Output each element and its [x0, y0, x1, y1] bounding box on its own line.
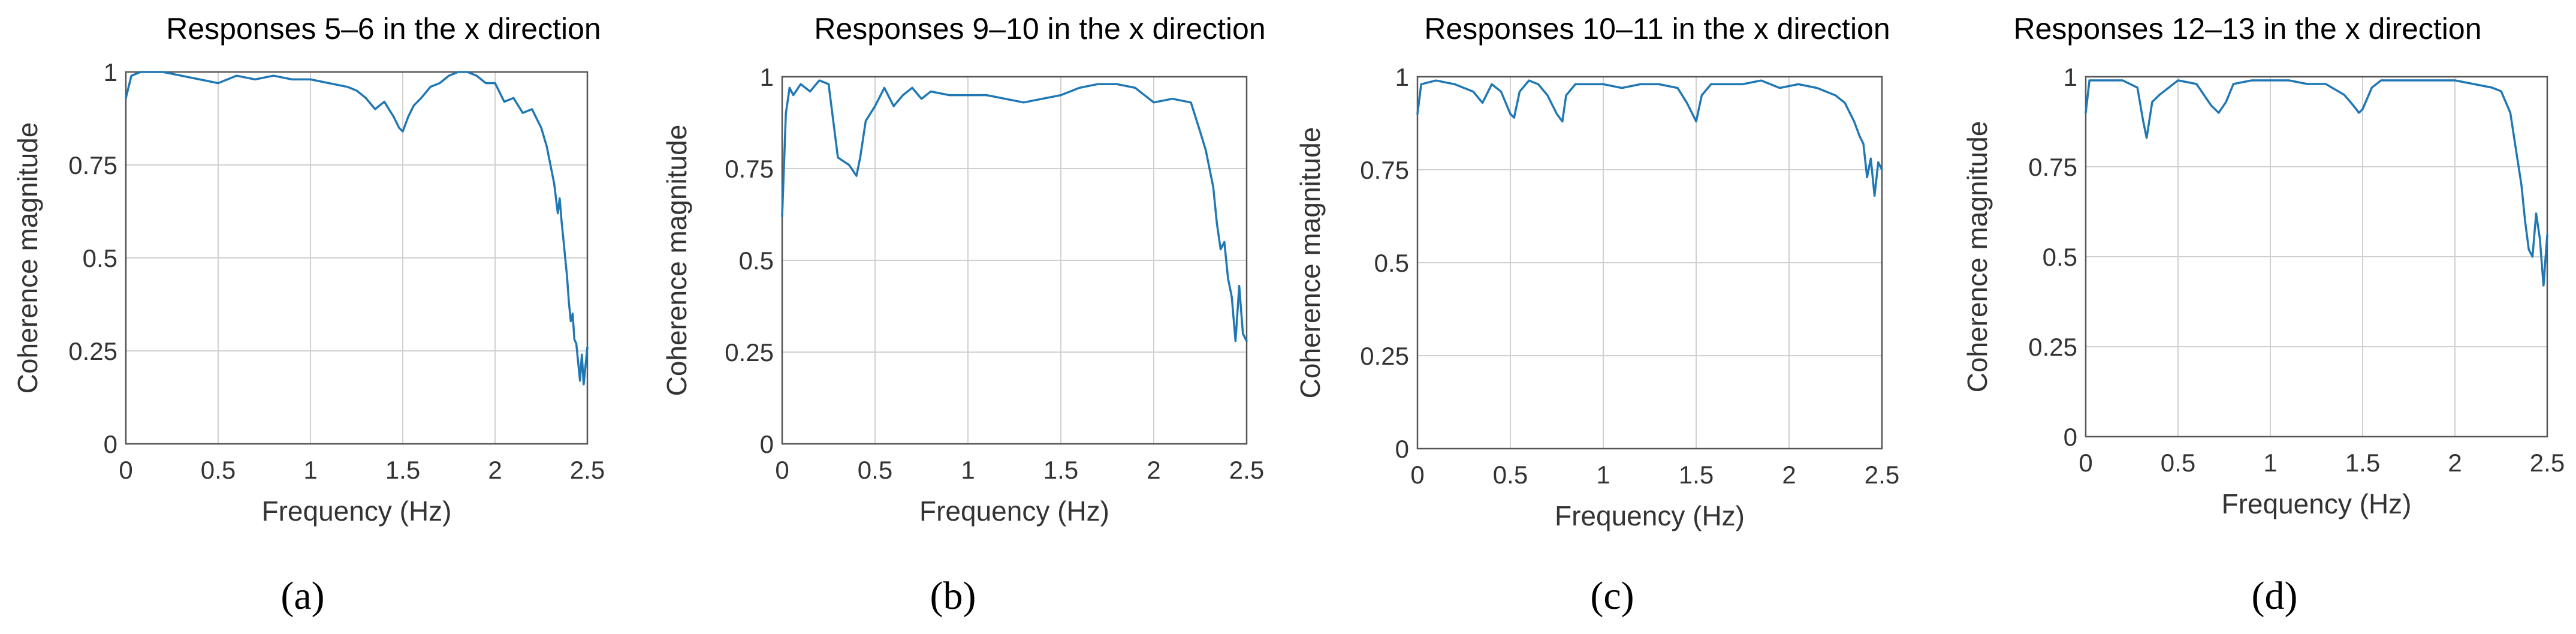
panel-label: (d): [2252, 574, 2298, 618]
y-axis-label: Coherence magnitude: [1295, 127, 1326, 399]
y-tick-label: 0.5: [2043, 243, 2077, 271]
x-tick-label: 2: [2448, 449, 2462, 477]
x-axis-label: Frequency (Hz): [2222, 488, 2412, 519]
x-axis-label: Frequency (Hz): [1555, 500, 1745, 531]
x-tick-label: 2.5: [1865, 461, 1899, 489]
chart-panel-2: 0 0.5 1 1.5 2 2.5 0 0.25 0.5 0.75 1 Responses 10–11…: [1295, 12, 1899, 618]
y-tick-label: 0.75: [725, 155, 774, 183]
y-tick-label: 0.75: [68, 151, 117, 179]
axes-box: [2085, 76, 2548, 438]
y-axis-label: Coherence magnitude: [1962, 121, 1993, 393]
x-tick-label: 1.5: [1679, 461, 1714, 489]
y-tick-label: 0.25: [1360, 342, 1409, 370]
y-tick-label: 0: [2064, 423, 2077, 451]
chart-title: Responses 10–11 in the x direction: [1424, 12, 1890, 46]
series-line-coherence: [125, 71, 589, 386]
y-tick-label: 0.75: [2028, 153, 2077, 181]
x-tick-label: 2: [1782, 461, 1796, 489]
panel-label: (b): [930, 574, 976, 618]
x-tick-label: 0: [775, 456, 789, 484]
x-axis-label: Frequency (Hz): [919, 495, 1109, 527]
x-axis-label: Frequency (Hz): [262, 495, 452, 527]
chart-panel-0: 0 0.5 1 1.5 2 2.5 0 0.25 0.5 0.75 1 Responses 5–6 i…: [12, 12, 605, 618]
x-tick-label: 0.5: [1493, 461, 1528, 489]
x-tick-label: 2.5: [570, 456, 605, 484]
y-tick-label: 0.25: [2028, 333, 2077, 361]
y-tick-label: 0: [104, 430, 117, 458]
axes-box: [1416, 76, 1883, 450]
series-line-coherence: [781, 79, 1248, 342]
chart-title: Responses 9–10 in the x direction: [814, 12, 1265, 46]
x-tick-label: 1.5: [1043, 456, 1078, 484]
axes-box: [125, 71, 589, 445]
x-tick-label: 1: [961, 456, 975, 484]
chart-panel-3: 0 0.5 1 1.5 2 2.5 0 0.25 0.5 0.75 1 Responses 12–13…: [1962, 12, 2565, 618]
x-tick-label: 2: [488, 456, 502, 484]
x-tick-label: 0.5: [2161, 449, 2195, 477]
y-tick-label: 0: [760, 430, 774, 458]
y-tick-label: 0: [1395, 435, 1409, 463]
y-axis-label: Coherence magnitude: [661, 125, 692, 396]
x-tick-label: 2.5: [1229, 456, 1264, 484]
y-tick-label: 0.5: [1374, 249, 1409, 277]
y-tick-label: 0.5: [739, 247, 774, 275]
chart-panel-1: 0 0.5 1 1.5 2 2.5 0 0.25 0.5 0.75 1 Responses 9–10 …: [661, 12, 1266, 618]
y-tick-label: 0.25: [68, 337, 117, 365]
x-tick-label: 1.5: [385, 456, 420, 484]
x-tick-label: 0: [119, 456, 132, 484]
y-tick-label: 1: [2064, 63, 2077, 91]
y-tick-label: 1: [1395, 63, 1409, 91]
x-tick-label: 0.5: [858, 456, 892, 484]
series-line-coherence: [2085, 79, 2548, 287]
x-tick-label: 1: [2263, 449, 2277, 477]
x-tick-label: 1.5: [2345, 449, 2380, 477]
x-tick-label: 2: [1147, 456, 1160, 484]
series-line-coherence: [1416, 79, 1883, 197]
axes-box: [781, 76, 1248, 445]
panel-label: (c): [1590, 574, 1634, 618]
x-tick-label: 0.5: [201, 456, 236, 484]
y-tick-label: 1: [104, 58, 117, 86]
x-tick-label: 2.5: [2530, 449, 2565, 477]
x-tick-label: 1: [1596, 461, 1610, 489]
y-tick-label: 1: [760, 63, 774, 91]
y-tick-label: 0.5: [83, 244, 117, 272]
panel-label: (a): [280, 574, 324, 618]
y-tick-label: 0.75: [1360, 156, 1409, 184]
x-tick-label: 1: [303, 456, 317, 484]
chart-title: Responses 12–13 in the x direction: [2013, 12, 2481, 46]
x-tick-label: 0: [1410, 461, 1424, 489]
y-tick-label: 0.25: [725, 338, 774, 366]
y-axis-label: Coherence magnitude: [12, 122, 43, 394]
x-tick-label: 0: [2079, 449, 2092, 477]
chart-title: Responses 5–6 in the x direction: [166, 12, 601, 46]
